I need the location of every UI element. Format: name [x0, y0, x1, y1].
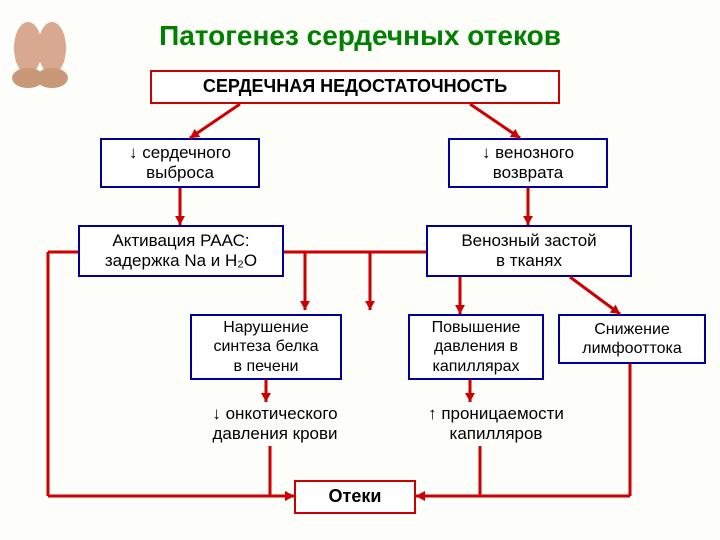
box-edema: Отеки: [294, 480, 416, 514]
diagram-title: Патогенез сердечных отеков: [0, 20, 720, 52]
box-raas: Активация РААС: задержка Na и H₂O: [78, 225, 284, 277]
box-lymph-drain: Снижение лимфооттока: [558, 314, 706, 364]
text-capillary-permeability: ↑ проницаемости капилляров: [406, 404, 586, 445]
box-capillary-pressure: Повышение давления в капиллярах: [408, 314, 544, 380]
box-venous-return: ↓ венозного возврата: [448, 138, 608, 188]
box-liver-protein: Нарушение синтеза белка в печени: [190, 314, 342, 380]
box-heart-failure: СЕРДЕЧНАЯ НЕДОСТАТОЧНОСТЬ: [150, 70, 560, 104]
box-cardiac-output: ↓ сердечного выброса: [100, 138, 260, 188]
box-venous-stasis: Венозный застой в тканях: [426, 225, 632, 277]
text-oncotic-pressure: ↓ онкотического давления крови: [190, 404, 360, 445]
